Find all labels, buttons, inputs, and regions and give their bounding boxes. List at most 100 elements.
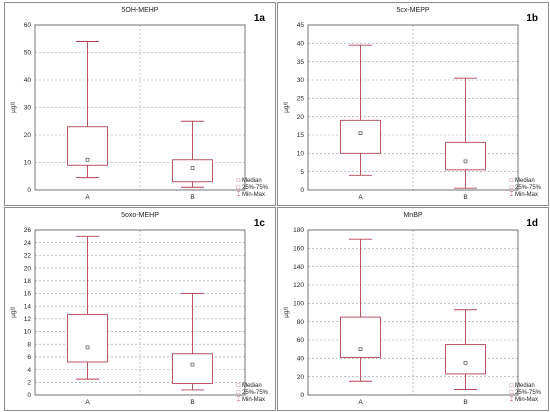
legend: □ Median □ 25%-75% ⌶ Min-Max (235, 383, 268, 404)
iqr-box (340, 316, 381, 358)
y-tick-label: 10 (297, 151, 305, 158)
chart-1a: 0 10 20 30 40 50 60 µg/l A B (10, 22, 246, 201)
x-tick-label: B (463, 399, 467, 406)
iqr-box (172, 159, 213, 183)
y-tick-label: 60 (24, 22, 32, 29)
x-tick-label: A (358, 194, 363, 201)
median-marker (190, 362, 195, 367)
median-marker (358, 347, 363, 351)
iqr-box (445, 344, 486, 375)
legend-range: ⌶ Min-Max (236, 192, 265, 198)
y-tick-label: 0 (300, 392, 304, 399)
legend-iqr: □ 25%-75% (509, 185, 541, 191)
median-marker-icon: □ (509, 178, 514, 184)
x-tick-label: B (190, 194, 194, 201)
median-marker (85, 157, 90, 162)
legend-range: ⌶ Min-Max (509, 192, 538, 198)
y-tick-label: 10 (24, 329, 32, 336)
iqr-box (67, 126, 108, 166)
plot-frame (307, 229, 519, 396)
y-axis-label: µg/l (283, 102, 290, 113)
median-marker (190, 166, 195, 170)
y-tick-label: 45 (297, 22, 305, 29)
y-tick-label: 40 (297, 356, 305, 363)
iqr-box (172, 353, 213, 385)
legend: □ Median □ 25%-75% ⌶ Min-Max (508, 383, 541, 404)
box-icon: □ (236, 390, 241, 396)
median-marker-icon: □ (236, 383, 241, 389)
panel-1c: 5oxo-MEHP 1c 0 2 4 6 8 10 12 14 16 18 20 22 24 26 µg/l… (4, 207, 276, 411)
y-tick-label: 30 (297, 77, 305, 84)
y-tick-label: 8 (27, 341, 31, 348)
panel-1b: 5cx-MEPP 1b 0 5 10 15 20 25 30 35 40 45 µg/l A B □ Me… (277, 2, 549, 206)
y-tick-label: 60 (297, 337, 305, 344)
median-marker-icon: □ (509, 383, 514, 389)
panel-1a: 5OH-MEHP 1a 0 10 20 30 40 50 60 µg/l A B □ Median … (4, 2, 276, 206)
x-tick-label: A (358, 399, 363, 406)
panel-title: MnBP (403, 212, 423, 219)
x-tick-label: A (85, 194, 90, 201)
box-icon: □ (236, 185, 241, 191)
y-tick-label: 180 (293, 227, 304, 234)
x-tick-label: A (85, 399, 90, 406)
y-tick-label: 12 (24, 316, 32, 323)
panel-tag: 1a (253, 13, 265, 24)
y-tick-label: 15 (297, 132, 305, 139)
y-tick-label: 5 (300, 169, 304, 176)
iqr-box (67, 313, 108, 363)
y-tick-label: 100 (293, 301, 304, 308)
iqr-box (340, 119, 381, 154)
chart-1d: 0 20 40 60 80 100 120 140 160 180 µg/l A B (283, 227, 519, 406)
box-icon: □ (509, 185, 514, 191)
panel-tag: 1c (253, 218, 265, 229)
y-tick-label: 0 (27, 187, 31, 194)
y-tick-label: 140 (293, 264, 304, 271)
median-marker (358, 131, 363, 135)
y-tick-label: 6 (27, 354, 31, 361)
plot-frame (307, 24, 519, 191)
median-marker (463, 361, 468, 365)
panel-title: 5oxo-MEHP (121, 212, 159, 219)
y-tick-label: 20 (24, 265, 32, 272)
whisker-icon: ⌶ (236, 192, 241, 198)
y-axis-label: µg/l (10, 307, 17, 318)
y-tick-label: 50 (24, 50, 32, 57)
y-tick-label: 20 (297, 114, 305, 121)
legend-median: □ Median (509, 383, 535, 389)
plot-frame (34, 229, 246, 396)
legend-median: □ Median (509, 178, 535, 184)
x-tick-label: B (190, 399, 194, 406)
y-tick-label: 4 (27, 367, 31, 374)
box-icon: □ (509, 390, 514, 396)
y-tick-label: 35 (297, 59, 305, 66)
panel-title: 5OH-MEHP (121, 7, 159, 14)
y-axis-label: µg/l (283, 307, 290, 318)
y-tick-label: 26 (24, 227, 32, 234)
y-axis-label: µg/l (10, 102, 17, 113)
legend-iqr: □ 25%-75% (236, 390, 268, 396)
y-tick-label: 0 (27, 392, 31, 399)
panel-title: 5cx-MEPP (396, 7, 430, 14)
whisker-icon: ⌶ (509, 397, 514, 403)
y-tick-label: 80 (297, 319, 305, 326)
legend: □ Median □ 25%-75% ⌶ Min-Max (508, 178, 541, 199)
chart-1b: 0 5 10 15 20 25 30 35 40 45 µg/l A B (283, 22, 519, 201)
legend: □ Median □ 25%-75% ⌶ Min-Max (235, 178, 268, 199)
plot-frame (34, 24, 246, 191)
legend-median: □ Median (236, 178, 262, 184)
whisker-icon: ⌶ (236, 397, 241, 403)
y-tick-label: 14 (24, 303, 32, 310)
whisker-icon: ⌶ (509, 192, 514, 198)
y-tick-label: 2 (27, 380, 31, 387)
legend-range: ⌶ Min-Max (236, 397, 265, 403)
y-tick-label: 25 (297, 96, 305, 103)
y-tick-label: 20 (24, 132, 32, 139)
y-tick-label: 20 (297, 374, 305, 381)
legend-range: ⌶ Min-Max (509, 397, 538, 403)
iqr-box (445, 141, 486, 171)
panel-tag: 1b (526, 13, 538, 24)
panel-1d: MnBP 1d 0 20 40 60 80 100 120 140 160 180 µg/l A B □… (277, 207, 549, 411)
median-marker (85, 345, 90, 350)
